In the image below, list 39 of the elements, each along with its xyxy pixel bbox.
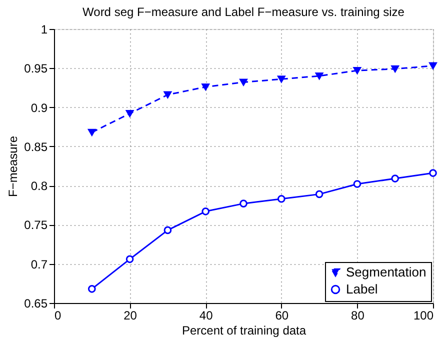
x-axis-title: Percent of training data <box>182 324 306 338</box>
point <box>277 76 286 83</box>
point <box>126 110 134 118</box>
point <box>353 67 362 74</box>
chart-title: Word seg F−measure and Label F−measure vs. training size <box>82 5 405 19</box>
point <box>315 190 324 198</box>
x-tick-label: 100 <box>413 308 434 322</box>
y-tick-label: 0.95 <box>24 62 48 76</box>
point <box>391 174 400 182</box>
point <box>353 180 362 188</box>
y-tick-label: 0.75 <box>24 218 48 232</box>
point <box>88 285 96 293</box>
point <box>429 62 437 70</box>
y-tick-label: 0.9 <box>30 100 48 115</box>
y-tick-label: 0.65 <box>24 296 48 310</box>
y-tick-label: 0.8 <box>30 179 48 194</box>
y-tick-label: 0.85 <box>24 140 48 154</box>
x-tick-label: 0 <box>54 308 62 322</box>
point <box>202 208 210 216</box>
point <box>202 83 210 90</box>
point <box>164 226 172 234</box>
point <box>429 169 437 177</box>
y-tick-label: 1 <box>40 22 48 36</box>
y-axis-title: F−measure <box>6 136 20 198</box>
point <box>88 128 96 136</box>
point <box>164 91 172 98</box>
x-tick-label: 60 <box>275 308 289 322</box>
point <box>391 65 400 72</box>
x-tick-label: 80 <box>351 308 365 322</box>
point <box>126 255 134 264</box>
point <box>240 200 248 208</box>
x-tick-label: 20 <box>124 308 138 322</box>
x-tick-label: 40 <box>199 308 214 322</box>
point <box>240 78 248 86</box>
legend-label: Label <box>346 282 378 296</box>
legend-label: Segmentation <box>346 264 426 280</box>
y-tick-label: 0.7 <box>30 257 48 272</box>
point <box>315 72 324 80</box>
point <box>277 194 286 203</box>
